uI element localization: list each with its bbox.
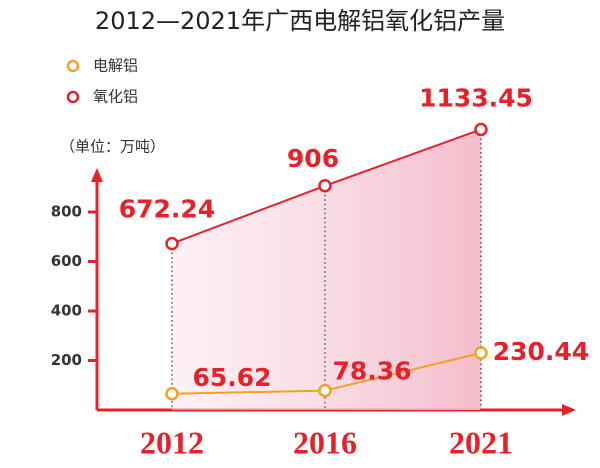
- data-point: [165, 236, 179, 251]
- plot-area: 电解铝氧化铝 200 400 600 800 65.62 78.36 230.44 672.24…: [51, 57, 590, 461]
- y-axis-arrow: [91, 168, 103, 182]
- unit-label: （单位：万吨）: [60, 138, 165, 156]
- x-tick-label: 2012: [140, 424, 204, 460]
- y-tick-label: 600: [51, 252, 82, 270]
- data-label: 78.36: [332, 357, 411, 386]
- data-point: [165, 387, 179, 401]
- x-tick-label: 2021: [449, 424, 513, 460]
- data-label: 65.62: [192, 363, 271, 392]
- data-point: [318, 179, 332, 193]
- legend-label: 氧化铝: [93, 88, 138, 106]
- y-tick-label: 800: [51, 203, 82, 221]
- data-label: 906: [287, 144, 339, 173]
- chart-title: 2012—2021年广西电解铝氧化铝产量: [95, 7, 505, 35]
- data-point: [318, 383, 332, 398]
- data-label: 1133.45: [419, 83, 533, 112]
- area-fill: [172, 129, 481, 410]
- data-point: [474, 122, 488, 137]
- x-tick-label: 2016: [293, 424, 357, 460]
- y-tick-label: 400: [51, 302, 82, 320]
- data-point: [474, 346, 488, 360]
- x-axis-arrow: [562, 404, 576, 416]
- legend-label: 电解铝: [93, 57, 138, 75]
- legend-marker: [66, 59, 80, 73]
- y-tick-label: 200: [51, 351, 82, 369]
- data-label: 230.44: [493, 337, 589, 366]
- data-label: 672.24: [119, 195, 215, 224]
- legend-marker: [66, 90, 80, 104]
